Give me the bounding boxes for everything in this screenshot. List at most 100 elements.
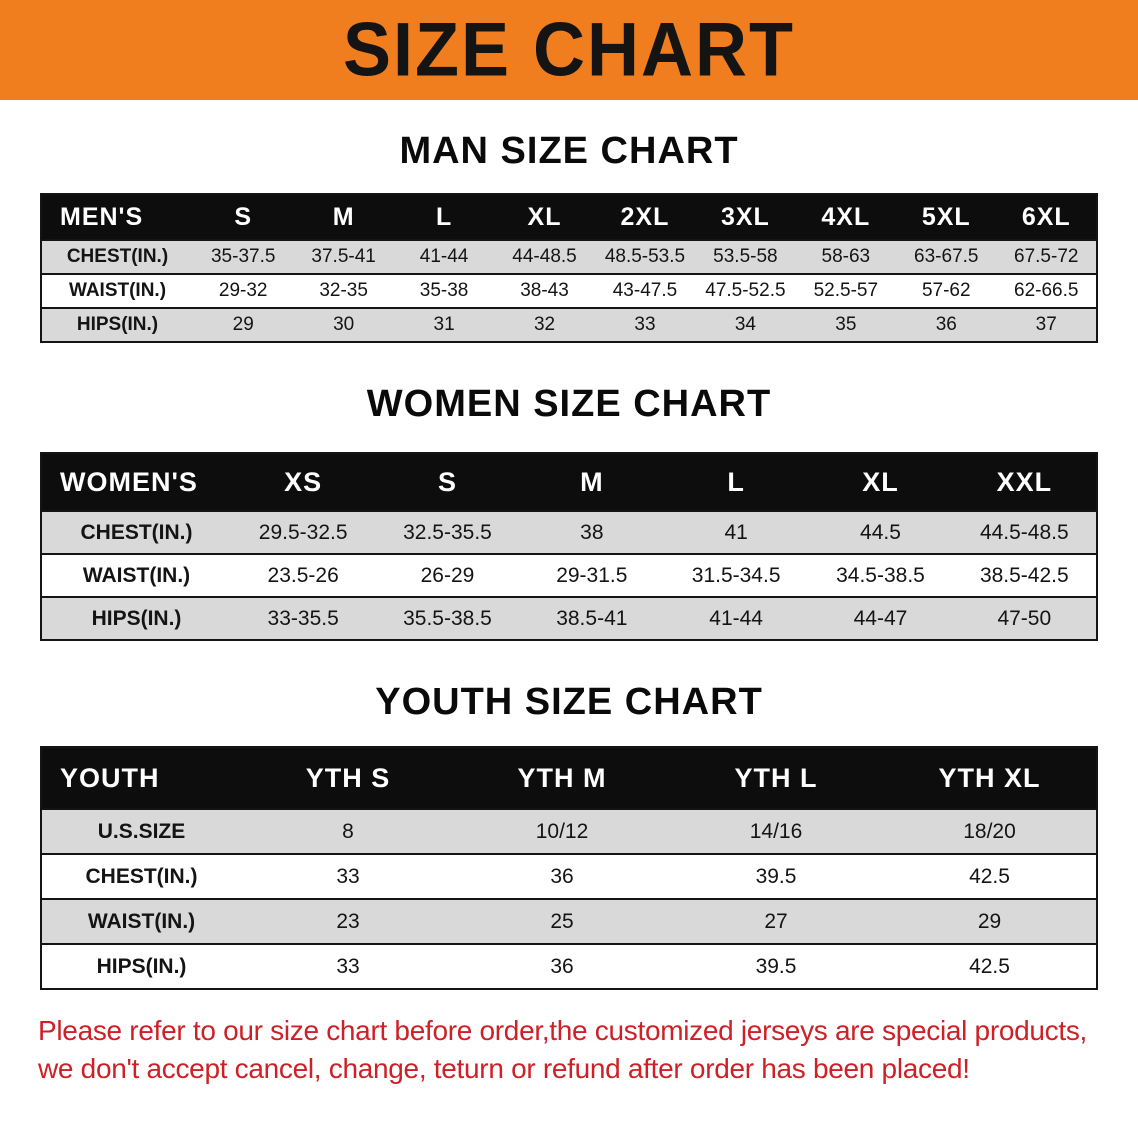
size-header-cell: YTH S — [241, 747, 455, 809]
size-header-cell: YTH L — [669, 747, 883, 809]
value-cell: 37 — [996, 307, 1097, 342]
value-cell: 32.5-35.5 — [375, 510, 520, 554]
size-header-cell: S — [375, 453, 520, 511]
value-cell: 32-35 — [293, 273, 394, 308]
value-cell: 14/16 — [669, 808, 883, 854]
footer-notice-line1: Please refer to our size chart before or… — [38, 1015, 1088, 1046]
value-cell: 41 — [663, 510, 809, 554]
youth-size-table: YOUTH YTH S YTH M YTH L YTH XL U.S.SIZE 8 10/12… — [40, 746, 1098, 990]
size-header-cell: XL — [494, 194, 595, 240]
value-cell: 35-37.5 — [193, 239, 294, 274]
value-cell: 35-38 — [393, 273, 495, 308]
value-cell: 52.5-57 — [795, 273, 897, 308]
page-title: SIZE CHART — [343, 7, 795, 93]
youth-section-heading: YOUTH SIZE CHART — [375, 681, 763, 723]
size-header-cell: S — [193, 194, 294, 240]
table-header-row: MEN'S S M L XL 2XL 3XL 4XL 5XL 6XL — [41, 194, 1097, 240]
value-cell: 58-63 — [795, 239, 897, 274]
value-cell: 32 — [494, 307, 595, 342]
women-size-table: WOMEN'S XS S M L XL XXL CHEST(IN.) 29.5-32.5 32.5… — [40, 452, 1098, 641]
value-cell: 36 — [455, 943, 669, 989]
table-row: HIPS(IN.) 33-35.5 35.5-38.5 38.5-41 41-44 44-… — [41, 596, 1097, 640]
table-title-cell: YOUTH — [41, 747, 241, 809]
row-label-cell: U.S.SIZE — [41, 808, 241, 854]
value-cell: 30 — [293, 307, 394, 342]
value-cell: 62-66.5 — [996, 273, 1097, 308]
row-label-cell: HIPS(IN.) — [41, 596, 231, 640]
size-header-cell: 5XL — [896, 194, 997, 240]
men-section-heading: MAN SIZE CHART — [399, 130, 739, 172]
value-cell: 29.5-32.5 — [231, 510, 376, 554]
value-cell: 41-44 — [663, 596, 809, 640]
table-row: WAIST(IN.) 29-32 32-35 35-38 38-43 43-47.5 47.… — [41, 273, 1097, 308]
table-title-cell: MEN'S — [41, 194, 193, 240]
value-cell: 42.5 — [883, 943, 1097, 989]
value-cell: 29 — [883, 898, 1097, 944]
value-cell: 18/20 — [883, 808, 1097, 854]
table-row: CHEST(IN.) 33 36 39.5 42.5 — [41, 853, 1097, 899]
size-header-cell: 6XL — [996, 194, 1097, 240]
value-cell: 36 — [455, 853, 669, 899]
value-cell: 36 — [896, 307, 997, 342]
table-row: U.S.SIZE 8 10/12 14/16 18/20 — [41, 808, 1097, 854]
value-cell: 27 — [669, 898, 883, 944]
table-row: HIPS(IN.) 33 36 39.5 42.5 — [41, 943, 1097, 989]
value-cell: 34 — [695, 307, 796, 342]
value-cell: 35.5-38.5 — [375, 596, 520, 640]
size-header-cell: YTH M — [455, 747, 669, 809]
value-cell: 38.5-41 — [519, 596, 664, 640]
value-cell: 33 — [241, 853, 455, 899]
row-label-cell: WAIST(IN.) — [41, 898, 241, 944]
value-cell: 47-50 — [952, 596, 1097, 640]
table-header-row: YOUTH YTH S YTH M YTH L YTH XL — [41, 747, 1097, 809]
value-cell: 44.5 — [808, 510, 953, 554]
size-header-cell: 4XL — [795, 194, 897, 240]
row-label-cell: HIPS(IN.) — [41, 943, 241, 989]
value-cell: 33 — [241, 943, 455, 989]
women-section-heading: WOMEN SIZE CHART — [366, 383, 772, 425]
value-cell: 38 — [519, 510, 664, 554]
value-cell: 23.5-26 — [231, 553, 376, 597]
size-header-cell: XL — [808, 453, 953, 511]
value-cell: 44-47 — [808, 596, 953, 640]
value-cell: 31 — [393, 307, 495, 342]
size-header-cell: 2XL — [594, 194, 696, 240]
value-cell: 44-48.5 — [494, 239, 595, 274]
value-cell: 31.5-34.5 — [663, 553, 809, 597]
value-cell: 33-35.5 — [231, 596, 376, 640]
men-size-table: MEN'S S M L XL 2XL 3XL 4XL 5XL 6XL CHEST(IN.) 35-37… — [40, 193, 1098, 343]
value-cell: 53.5-58 — [695, 239, 796, 274]
value-cell: 29-31.5 — [519, 553, 664, 597]
value-cell: 29-32 — [193, 273, 294, 308]
value-cell: 42.5 — [883, 853, 1097, 899]
row-label-cell: CHEST(IN.) — [41, 510, 231, 554]
row-label-cell: HIPS(IN.) — [41, 307, 193, 342]
value-cell: 67.5-72 — [996, 239, 1097, 274]
footer-notice-line2: we don't accept cancel, change, teturn o… — [38, 1052, 970, 1084]
size-header-cell: L — [393, 194, 495, 240]
value-cell: 47.5-52.5 — [695, 273, 796, 308]
value-cell: 57-62 — [896, 273, 997, 308]
banner: SIZE CHART — [0, 0, 1138, 100]
size-header-cell: M — [293, 194, 394, 240]
size-header-cell: YTH XL — [883, 747, 1097, 809]
value-cell: 63-67.5 — [896, 239, 997, 274]
value-cell: 43-47.5 — [594, 273, 696, 308]
size-header-cell: 3XL — [695, 194, 796, 240]
row-label-cell: WAIST(IN.) — [41, 553, 231, 597]
size-header-cell: M — [519, 453, 664, 511]
value-cell: 8 — [241, 808, 455, 854]
table-row: HIPS(IN.) 29 30 31 32 33 34 35 36 37 — [41, 307, 1097, 342]
size-header-cell: XS — [231, 453, 376, 511]
value-cell: 41-44 — [393, 239, 495, 274]
table-title-cell: WOMEN'S — [41, 453, 231, 511]
footer-notice: Please refer to our size chart before or… — [0, 1012, 1138, 1088]
value-cell: 48.5-53.5 — [594, 239, 696, 274]
value-cell: 25 — [455, 898, 669, 944]
value-cell: 29 — [193, 307, 294, 342]
size-header-cell: L — [663, 453, 809, 511]
table-row: CHEST(IN.) 29.5-32.5 32.5-35.5 38 41 44.5 44.5… — [41, 510, 1097, 554]
value-cell: 39.5 — [669, 853, 883, 899]
size-header-cell: XXL — [952, 453, 1097, 511]
